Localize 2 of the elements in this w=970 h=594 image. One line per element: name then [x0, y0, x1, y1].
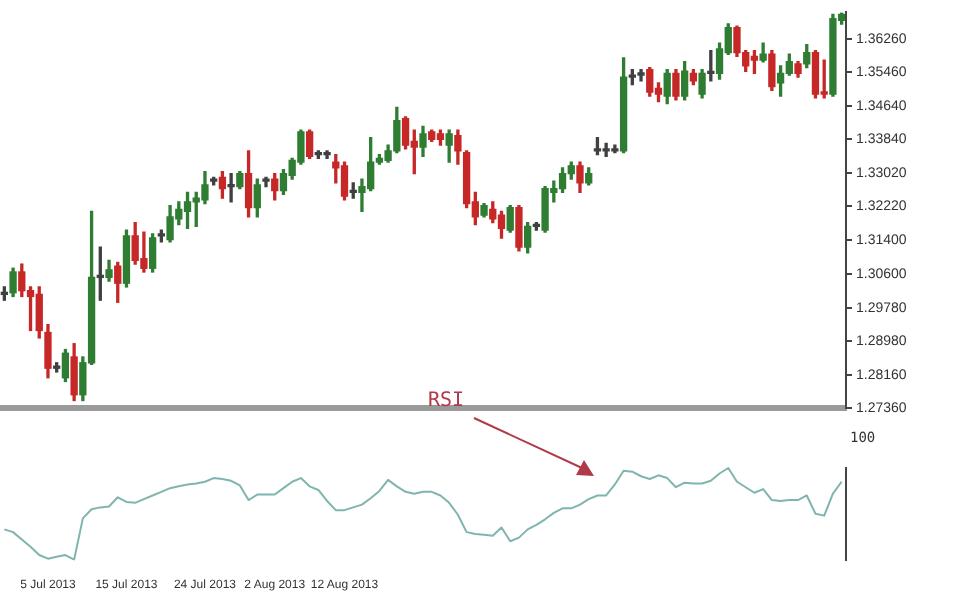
annotation: RSI — [428, 390, 465, 412]
candlestick — [227, 173, 235, 203]
